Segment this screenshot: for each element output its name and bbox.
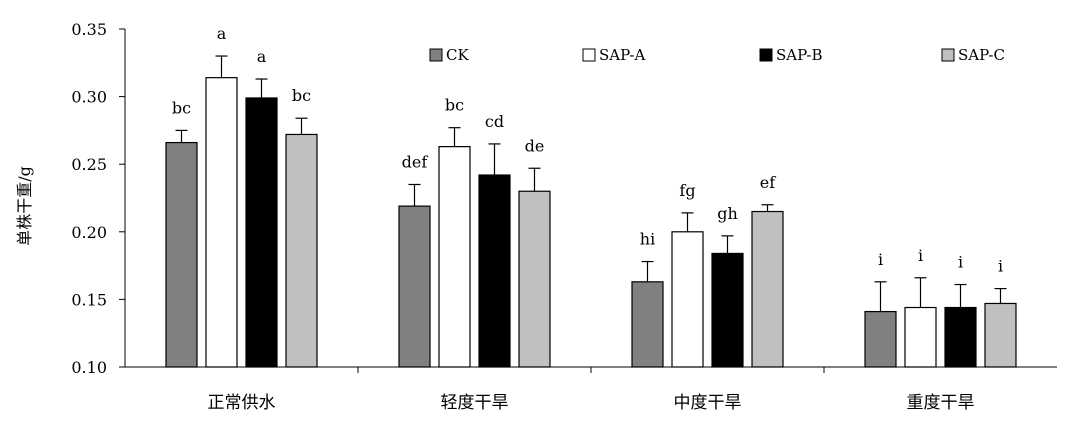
bar [944, 306, 977, 368]
bar [205, 77, 238, 368]
bar [165, 141, 198, 368]
y-tick-label: 0.25 [71, 155, 107, 174]
legend-label: SAP-B [776, 46, 822, 64]
bar [518, 190, 551, 368]
bar [984, 302, 1017, 368]
legend-label: CK [446, 46, 469, 64]
bar [904, 306, 937, 368]
significance-label: i [878, 250, 883, 269]
significance-label: a [217, 24, 227, 43]
x-category-label: 轻度干旱 [441, 393, 509, 413]
plot-area: 0.10 0.15 0.20 0.25 0.30 0.35 正常供水 bc a a bc 轻度干旱 de… [71, 20, 1057, 413]
bar [245, 97, 278, 368]
legend-swatch [759, 48, 773, 62]
significance-label: bc [445, 96, 464, 115]
y-tick-label: 0.20 [71, 223, 107, 242]
significance-label: i [998, 257, 1003, 276]
significance-label: def [402, 152, 429, 171]
y-tick-label: 0.30 [71, 88, 107, 107]
legend-label: SAP-C [958, 46, 1005, 64]
bar [631, 281, 664, 368]
bar [751, 210, 784, 368]
legend-swatch [941, 48, 955, 62]
x-category-label: 正常供水 [208, 393, 276, 413]
significance-label: bc [292, 86, 311, 105]
significance-label: gh [717, 204, 738, 223]
bar [864, 310, 897, 368]
significance-label: de [525, 136, 545, 155]
y-tick-label: 0.10 [71, 358, 107, 377]
bar [478, 174, 511, 368]
x-category-label: 中度干旱 [674, 393, 742, 413]
significance-label: fg [679, 181, 695, 200]
bar [711, 252, 744, 368]
y-axis-label: 单株干重/g [15, 166, 34, 246]
significance-label: hi [640, 230, 655, 249]
bar [671, 231, 704, 368]
legend: CK SAP-A SAP-B SAP-C [429, 46, 1005, 64]
x-category-label: 重度干旱 [907, 393, 975, 413]
significance-label: ef [760, 173, 776, 192]
legend-swatch [429, 48, 443, 62]
significance-label: cd [485, 112, 504, 131]
y-tick-label: 0.35 [71, 20, 107, 39]
bar [438, 146, 471, 368]
significance-label: i [918, 246, 923, 265]
bar [285, 133, 318, 368]
bar [398, 205, 431, 368]
legend-label: SAP-A [599, 46, 645, 64]
y-tick-label: 0.15 [71, 290, 107, 309]
legend-swatch [582, 48, 596, 62]
significance-label: i [958, 253, 963, 272]
significance-label: a [257, 47, 267, 66]
significance-label: bc [172, 98, 191, 117]
